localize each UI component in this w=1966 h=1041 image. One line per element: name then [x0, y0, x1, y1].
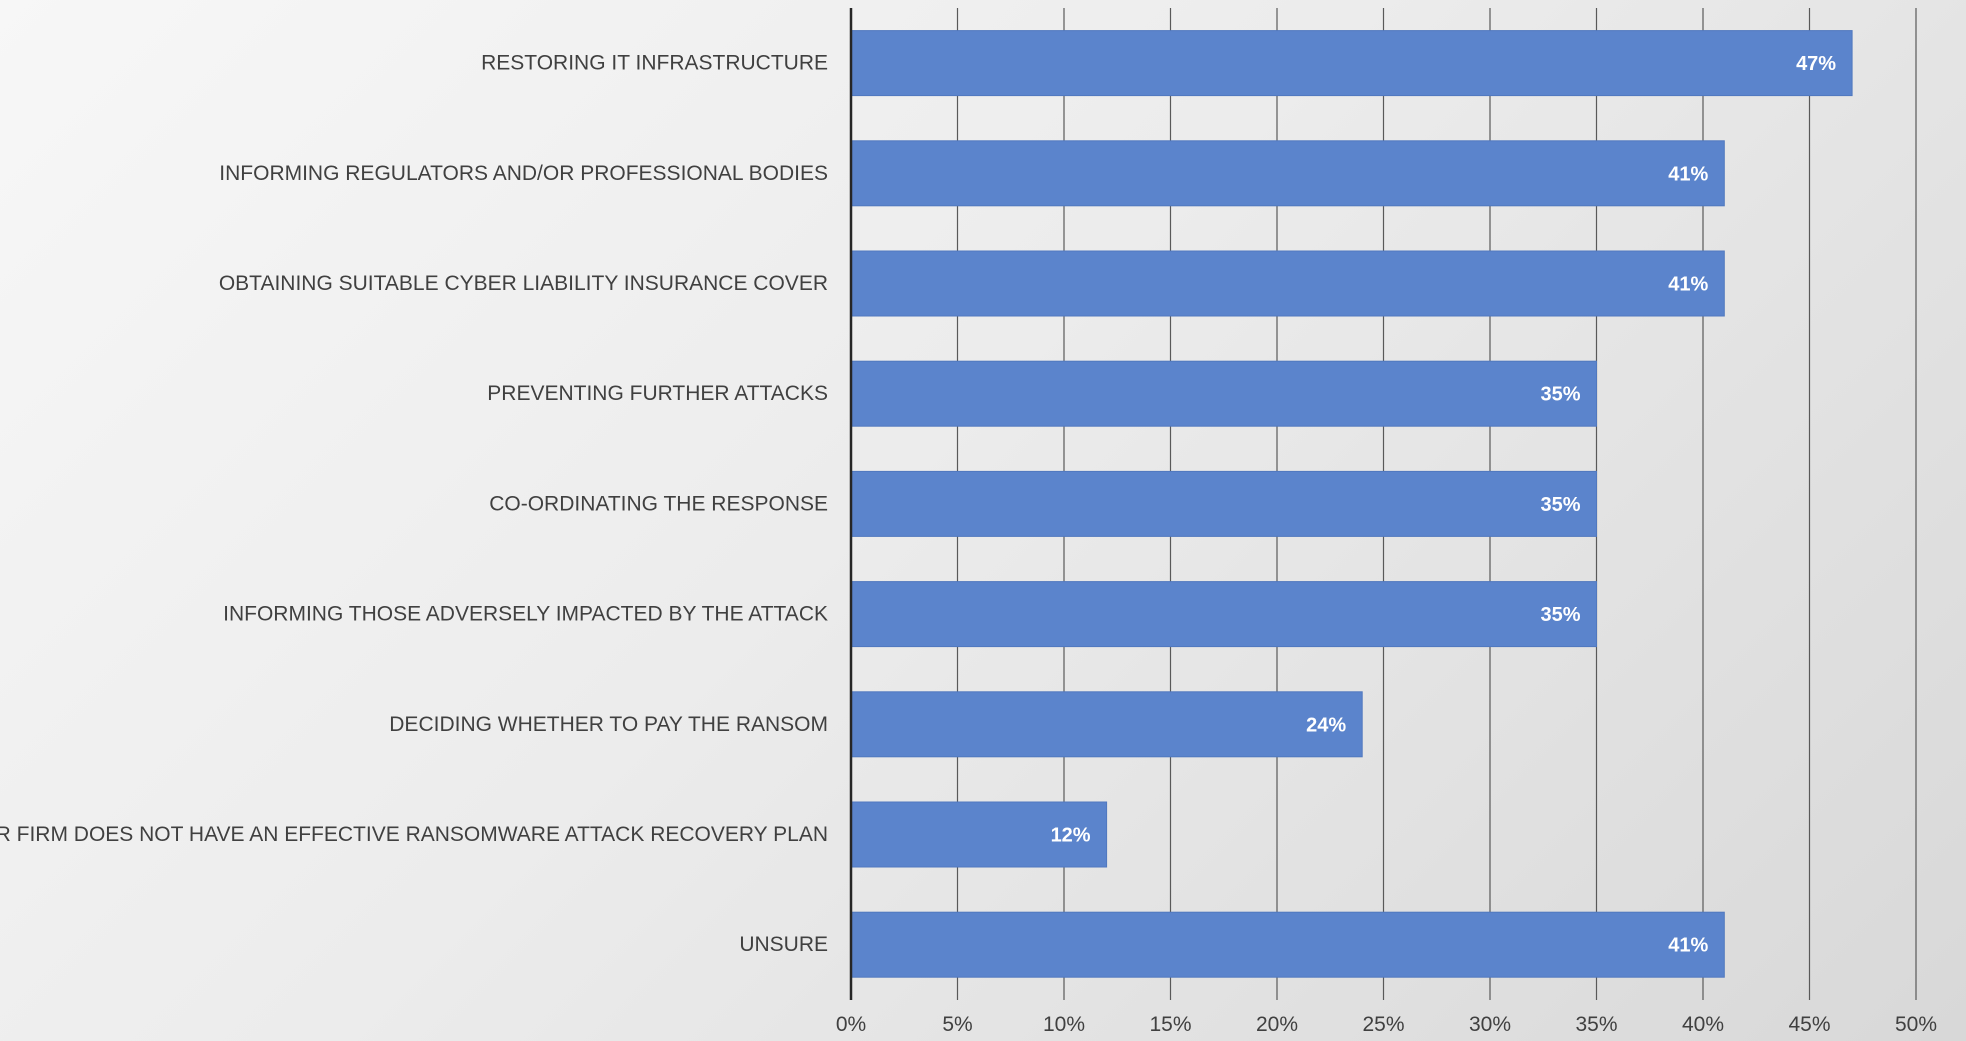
bar-9: [850, 911, 1725, 978]
category-label-4: PREVENTING FURTHER ATTACKS: [487, 382, 828, 405]
x-tick-label-20: 20%: [1256, 1013, 1298, 1036]
x-tick-label-35: 35%: [1575, 1013, 1617, 1036]
x-tick-label-45: 45%: [1788, 1013, 1830, 1036]
x-tick-label-10: 10%: [1043, 1013, 1085, 1036]
x-tick-label-30: 30%: [1469, 1013, 1511, 1036]
data-label-6: 35%: [1540, 604, 1580, 626]
x-tick-label-15: 15%: [1149, 1013, 1191, 1036]
data-label-2: 41%: [1668, 163, 1708, 185]
x-tick-label-25: 25%: [1362, 1013, 1404, 1036]
x-tick-label-5: 5%: [942, 1013, 972, 1036]
data-label-9: 41%: [1668, 935, 1708, 957]
category-label-1: RESTORING IT INFRASTRUCTURE: [481, 52, 828, 75]
data-label-1: 47%: [1796, 53, 1836, 75]
category-label-3: OBTAINING SUITABLE CYBER LIABILITY INSUR…: [219, 272, 828, 295]
bars: [850, 30, 1853, 978]
bar-5: [850, 470, 1597, 537]
data-labels: 47% 41% 41% 35% 35% 35% 24% 12% 41%: [1051, 53, 1837, 957]
x-tick-labels: 0% 5% 10% 15% 20% 25% 30% 35% 40% 45% 50%: [836, 1013, 1937, 1036]
x-tick-label-50: 50%: [1895, 1013, 1937, 1036]
bar-8: [850, 801, 1108, 868]
bar-1: [850, 30, 1853, 97]
x-tick-label-40: 40%: [1682, 1013, 1724, 1036]
category-label-5: CO-ORDINATING THE RESPONSE: [489, 492, 828, 515]
x-tick-label-0: 0%: [836, 1013, 866, 1036]
data-label-3: 41%: [1668, 274, 1708, 296]
category-label-7: DECIDING WHETHER TO PAY THE RANSOM: [389, 713, 828, 736]
category-label-8: OUR FIRM DOES NOT HAVE AN EFFECTIVE RANS…: [0, 823, 828, 846]
category-label-2: INFORMING REGULATORS AND/OR PROFESSIONAL…: [219, 162, 828, 185]
bar-2: [850, 140, 1725, 207]
bar-3: [850, 250, 1725, 317]
category-label-6: INFORMING THOSE ADVERSELY IMPACTED BY TH…: [223, 603, 828, 626]
data-label-5: 35%: [1540, 494, 1580, 516]
bar-4: [850, 360, 1597, 427]
data-label-8: 12%: [1051, 825, 1091, 847]
category-label-9: UNSURE: [739, 933, 828, 956]
bar-6: [850, 581, 1597, 648]
bar-7: [850, 691, 1363, 758]
data-label-4: 35%: [1540, 384, 1580, 406]
category-labels: RESTORING IT INFRASTRUCTURE INFORMING REG…: [0, 52, 828, 957]
data-label-7: 24%: [1306, 714, 1346, 736]
